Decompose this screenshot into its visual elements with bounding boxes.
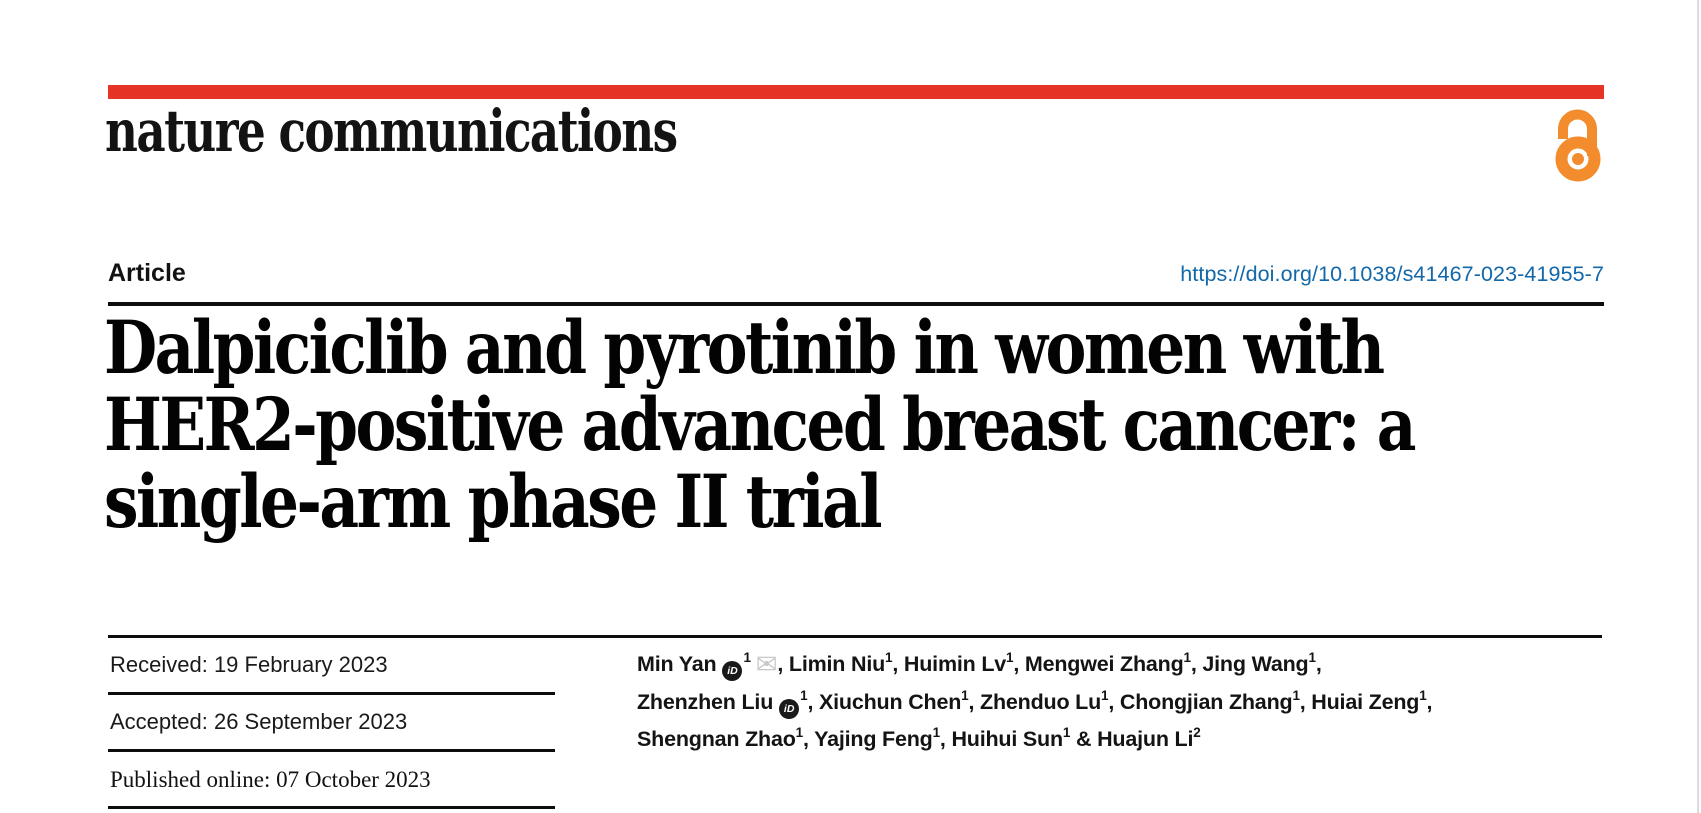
viewer-page-edge (1697, 0, 1699, 813)
author-name: Limin Niu (788, 652, 886, 676)
author-separator: , (1299, 690, 1312, 714)
author-line: Shengnan Zhao1, Yajing Feng1, Huihui Sun… (637, 721, 1617, 758)
author-separator: , (968, 690, 981, 714)
section-divider (108, 635, 1602, 638)
author-separator: & (1070, 727, 1098, 751)
author-name: Huimin Lv (903, 652, 1007, 676)
affiliation-superscript: 1 (1292, 687, 1300, 703)
title-line: HER2-positive advanced breast cancer: a (104, 382, 1416, 468)
author-name: Huiai Zeng (1311, 690, 1420, 714)
author-name: Zhenzhen Liu (637, 690, 774, 714)
author-name: Huihui Sun (951, 727, 1063, 751)
affiliation-superscript: 1 (1101, 687, 1109, 703)
author-separator: , (1108, 690, 1120, 714)
author-separator: , (1013, 652, 1025, 676)
received-date: Received: 19 February 2023 (110, 652, 388, 677)
published-online-date: Published online: 07 October 2023 (110, 767, 431, 792)
author-line: Min Yan iD1 ✉, Limin Niu1, Huimin Lv1, Men… (637, 646, 1617, 684)
date-divider (108, 749, 555, 752)
email-icon[interactable]: ✉ (755, 650, 778, 680)
affiliation-superscript: 1 (1308, 649, 1317, 665)
author-separator: , (1426, 690, 1433, 714)
affiliation-superscript: 1 (1183, 649, 1192, 665)
date-divider (108, 806, 555, 809)
author-separator: , (802, 727, 815, 751)
header-divider (108, 302, 1604, 306)
accepted-date: Accepted: 26 September 2023 (110, 709, 408, 734)
author-name: Xiuchun Chen (819, 690, 962, 714)
author-name: Zhenduo Lu (980, 690, 1102, 714)
author-name: Min Yan (637, 652, 717, 676)
affiliation-superscript: 1 (932, 724, 941, 740)
date-divider (108, 692, 555, 695)
author-name: Huajun Li (1097, 727, 1194, 751)
affiliation-superscript: 1 (743, 649, 751, 665)
article-type-label: Article (108, 259, 186, 287)
author-name: Chongjian Zhang (1119, 690, 1293, 714)
orcid-icon[interactable]: iD (779, 699, 800, 719)
author-name: Jing Wang (1202, 652, 1309, 676)
affiliation-superscript: 2 (1193, 724, 1201, 740)
affiliation-superscript: 1 (1062, 724, 1071, 740)
author-separator: , (939, 727, 952, 751)
author-separator: , (777, 652, 789, 676)
author-name: Shengnan Zhao (637, 727, 796, 751)
orcid-icon[interactable]: iD (722, 661, 743, 681)
journal-accent-bar (108, 85, 1604, 99)
author-name: Yajing Feng (814, 727, 933, 751)
author-separator: , (1190, 652, 1203, 676)
title-line: Dalpiciclib and pyrotinib in women with (104, 305, 1385, 391)
journal-logo: nature communications (105, 97, 678, 165)
author-name: Mengwei Zhang (1024, 652, 1184, 676)
affiliation-superscript: 1 (795, 724, 804, 740)
doi-link[interactable]: https://doi.org/10.1038/s41467-023-41955… (1180, 262, 1604, 286)
affiliation-superscript: 1 (1419, 687, 1427, 703)
affiliation-superscript: 1 (885, 649, 893, 665)
title-line: single-arm phase II trial (104, 459, 883, 545)
author-line: Zhenzhen Liu iD1, Xiuchun Chen1, Zhenduo … (637, 684, 1617, 721)
affiliation-superscript: 1 (800, 687, 808, 703)
author-separator: , (892, 652, 904, 676)
open-access-icon (1555, 109, 1601, 182)
article-title: Dalpiciclib and pyrotinib in women with … (104, 310, 1663, 541)
affiliation-superscript: 1 (1006, 649, 1014, 665)
author-separator: , (807, 690, 820, 714)
author-separator: , (1315, 652, 1322, 676)
affiliation-superscript: 1 (961, 687, 969, 703)
author-list: Min Yan iD1 ✉, Limin Niu1, Huimin Lv1, Men… (637, 646, 1617, 758)
